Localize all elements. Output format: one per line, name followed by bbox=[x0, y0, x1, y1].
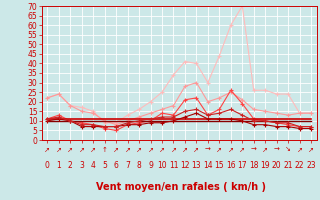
Text: Vent moyen/en rafales ( km/h ): Vent moyen/en rafales ( km/h ) bbox=[96, 182, 266, 192]
Text: 13: 13 bbox=[192, 160, 201, 169]
Text: 23: 23 bbox=[306, 160, 316, 169]
Text: 2: 2 bbox=[68, 160, 73, 169]
Text: ↗: ↗ bbox=[262, 146, 268, 152]
Text: ↗: ↗ bbox=[136, 146, 142, 152]
Text: ↗: ↗ bbox=[297, 146, 302, 152]
Text: 19: 19 bbox=[260, 160, 270, 169]
Text: ↗: ↗ bbox=[113, 146, 119, 152]
Text: ↗: ↗ bbox=[159, 146, 165, 152]
Text: 17: 17 bbox=[237, 160, 247, 169]
Text: ↗: ↗ bbox=[216, 146, 222, 152]
Text: ↗: ↗ bbox=[308, 146, 314, 152]
Text: 16: 16 bbox=[226, 160, 236, 169]
Text: ↗: ↗ bbox=[67, 146, 73, 152]
Text: ↗: ↗ bbox=[56, 146, 62, 152]
Text: ↘: ↘ bbox=[285, 146, 291, 152]
Text: ↗: ↗ bbox=[90, 146, 96, 152]
Text: 10: 10 bbox=[157, 160, 167, 169]
Text: 0: 0 bbox=[45, 160, 50, 169]
Text: →: → bbox=[205, 146, 211, 152]
Text: 5: 5 bbox=[102, 160, 107, 169]
Text: ↗: ↗ bbox=[171, 146, 176, 152]
Text: 21: 21 bbox=[284, 160, 293, 169]
Text: 7: 7 bbox=[125, 160, 130, 169]
Text: ↗: ↗ bbox=[194, 146, 199, 152]
Text: ↗: ↗ bbox=[44, 146, 50, 152]
Text: 15: 15 bbox=[214, 160, 224, 169]
Text: 18: 18 bbox=[249, 160, 259, 169]
Text: 11: 11 bbox=[169, 160, 178, 169]
Text: 4: 4 bbox=[91, 160, 96, 169]
Text: 1: 1 bbox=[56, 160, 61, 169]
Text: ↗: ↗ bbox=[125, 146, 131, 152]
Text: 12: 12 bbox=[180, 160, 190, 169]
Text: 20: 20 bbox=[272, 160, 282, 169]
Text: ↗: ↗ bbox=[182, 146, 188, 152]
Text: 9: 9 bbox=[148, 160, 153, 169]
Text: ↗: ↗ bbox=[79, 146, 85, 152]
Text: 6: 6 bbox=[114, 160, 119, 169]
Text: ↗: ↗ bbox=[239, 146, 245, 152]
Text: 14: 14 bbox=[203, 160, 213, 169]
Text: ↗: ↗ bbox=[148, 146, 154, 152]
Text: →: → bbox=[274, 146, 280, 152]
Text: →: → bbox=[251, 146, 257, 152]
Text: ↗: ↗ bbox=[228, 146, 234, 152]
Text: 3: 3 bbox=[79, 160, 84, 169]
Text: ↑: ↑ bbox=[102, 146, 108, 152]
Text: 8: 8 bbox=[137, 160, 141, 169]
Text: 22: 22 bbox=[295, 160, 304, 169]
